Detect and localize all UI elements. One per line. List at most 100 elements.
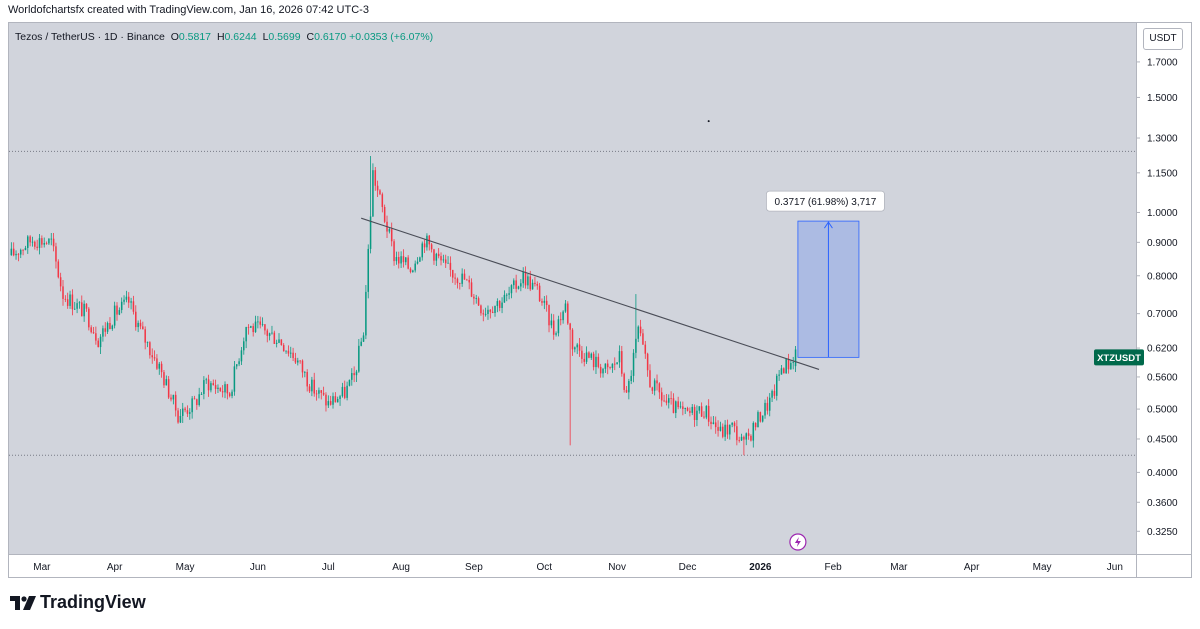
candle-body[interactable] — [726, 424, 729, 435]
candle-body[interactable] — [280, 339, 283, 346]
time-scale[interactable] — [9, 554, 1136, 577]
candle-body[interactable] — [71, 294, 74, 310]
candle-body[interactable] — [581, 350, 583, 359]
candle-body[interactable] — [261, 324, 264, 326]
candle-body[interactable] — [482, 313, 485, 315]
candle-body[interactable] — [731, 422, 733, 425]
candle-body[interactable] — [327, 401, 330, 406]
candle-body[interactable] — [433, 249, 435, 261]
candle-body[interactable] — [656, 380, 658, 384]
candle-body[interactable] — [703, 416, 705, 418]
candle-body[interactable] — [198, 394, 200, 406]
candle-body[interactable] — [102, 328, 104, 337]
candle-body[interactable] — [210, 383, 212, 391]
candle-body[interactable] — [19, 249, 22, 255]
candle-body[interactable] — [81, 302, 83, 317]
candle-body[interactable] — [45, 243, 48, 244]
candle-body[interactable] — [292, 352, 294, 359]
candle-body[interactable] — [400, 256, 402, 264]
candle-body[interactable] — [221, 391, 224, 393]
candle-body[interactable] — [505, 294, 508, 296]
candle-body[interactable] — [343, 386, 346, 398]
candle-body[interactable] — [10, 248, 13, 256]
candle-body[interactable] — [193, 398, 196, 400]
candle-body[interactable] — [754, 422, 757, 428]
candle-body[interactable] — [62, 286, 64, 299]
candle-body[interactable] — [494, 305, 496, 313]
candle-body[interactable] — [17, 253, 20, 255]
candle-body[interactable] — [127, 296, 130, 303]
candle-body[interactable] — [297, 360, 299, 363]
candle-body[interactable] — [137, 322, 139, 328]
candle-body[interactable] — [477, 298, 480, 306]
candle-body[interactable] — [766, 402, 769, 411]
candle-body[interactable] — [771, 390, 773, 398]
candle-body[interactable] — [501, 302, 503, 308]
candle-body[interactable] — [412, 270, 414, 272]
candle-body[interactable] — [759, 412, 762, 422]
candle-body[interactable] — [275, 342, 278, 344]
candle-body[interactable] — [489, 309, 492, 312]
candle-body[interactable] — [181, 408, 184, 416]
candle-body[interactable] — [282, 345, 285, 352]
candle-body[interactable] — [451, 269, 454, 278]
candle-body[interactable] — [632, 352, 635, 376]
tradingview-logo[interactable]: TradingView — [10, 592, 146, 613]
candle-body[interactable] — [515, 280, 517, 289]
candle-body[interactable] — [616, 362, 618, 365]
candle-body[interactable] — [348, 379, 351, 386]
candle-body[interactable] — [757, 412, 759, 428]
candle-body[interactable] — [92, 332, 95, 334]
candle-body[interactable] — [233, 366, 236, 392]
candle-body[interactable] — [172, 394, 175, 400]
candle-body[interactable] — [132, 301, 135, 312]
candle-body[interactable] — [97, 340, 99, 348]
candle-body[interactable] — [38, 238, 41, 248]
candle-body[interactable] — [395, 257, 398, 262]
candle-body[interactable] — [52, 238, 55, 247]
candle-body[interactable] — [621, 351, 623, 374]
candle-body[interactable] — [111, 325, 114, 330]
candle-body[interactable] — [574, 347, 576, 350]
candle-body[interactable] — [717, 427, 719, 431]
price-scale[interactable] — [1136, 23, 1191, 554]
candle-body[interactable] — [468, 280, 470, 283]
candle-body[interactable] — [559, 319, 562, 321]
candle-body[interactable] — [24, 247, 27, 251]
candle-body[interactable] — [376, 185, 379, 191]
candle-body[interactable] — [693, 406, 696, 420]
candle-body[interactable] — [642, 333, 644, 345]
candle-body[interactable] — [564, 303, 567, 312]
candle-body[interactable] — [174, 394, 177, 411]
candle-body[interactable] — [405, 257, 407, 263]
candle-body[interactable] — [649, 370, 651, 388]
candle-body[interactable] — [259, 321, 261, 325]
candle-body[interactable] — [668, 398, 670, 403]
candle-body[interactable] — [555, 333, 557, 335]
candle-body[interactable] — [334, 396, 337, 403]
candle-body[interactable] — [358, 345, 360, 372]
candle-body[interactable] — [682, 406, 684, 410]
candle-body[interactable] — [466, 279, 468, 281]
candle-body[interactable] — [165, 379, 168, 386]
candle-body[interactable] — [663, 400, 665, 402]
candle-body[interactable] — [625, 389, 628, 393]
candle-body[interactable] — [449, 262, 452, 270]
candle-body[interactable] — [351, 373, 353, 380]
candle-body[interactable] — [245, 327, 247, 342]
candle-body[interactable] — [315, 393, 318, 395]
candle-body[interactable] — [311, 379, 313, 392]
candle-body[interactable] — [142, 326, 144, 330]
candle-body[interactable] — [332, 396, 334, 405]
candle-body[interactable] — [416, 261, 419, 264]
candle-body[interactable] — [113, 305, 116, 326]
candle-body[interactable] — [12, 248, 15, 256]
candle-body[interactable] — [768, 397, 771, 411]
candle-body[interactable] — [66, 299, 69, 306]
candle-body[interactable] — [423, 243, 426, 248]
candle-body[interactable] — [750, 435, 752, 441]
candle-body[interactable] — [534, 282, 536, 285]
candle-body[interactable] — [69, 294, 71, 306]
candle-body[interactable] — [203, 380, 205, 394]
candle-body[interactable] — [397, 257, 400, 264]
